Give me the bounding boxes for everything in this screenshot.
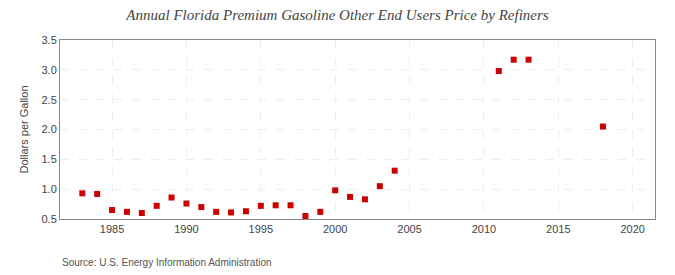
svg-text:1.5: 1.5 — [42, 153, 57, 165]
svg-text:1985: 1985 — [100, 223, 124, 235]
svg-text:2.5: 2.5 — [42, 94, 57, 106]
svg-text:1990: 1990 — [174, 223, 198, 235]
svg-text:1995: 1995 — [249, 223, 273, 235]
svg-text:3.0: 3.0 — [42, 64, 57, 76]
svg-text:Dollars per Gallon: Dollars per Gallon — [18, 85, 30, 173]
svg-text:Annual Florida Premium Gasolin: Annual Florida Premium Gasoline Other En… — [125, 7, 548, 23]
svg-text:1.0: 1.0 — [42, 183, 57, 195]
svg-text:2020: 2020 — [620, 223, 644, 235]
svg-text:3.5: 3.5 — [42, 34, 57, 46]
svg-text:Source: U.S. Energy Informatio: Source: U.S. Energy Information Administ… — [62, 257, 272, 268]
svg-text:2.0: 2.0 — [42, 123, 57, 135]
svg-text:2000: 2000 — [323, 223, 347, 235]
svg-text:2015: 2015 — [546, 223, 570, 235]
svg-text:2010: 2010 — [472, 223, 496, 235]
svg-text:2005: 2005 — [397, 223, 421, 235]
svg-text:0.5: 0.5 — [42, 213, 57, 225]
